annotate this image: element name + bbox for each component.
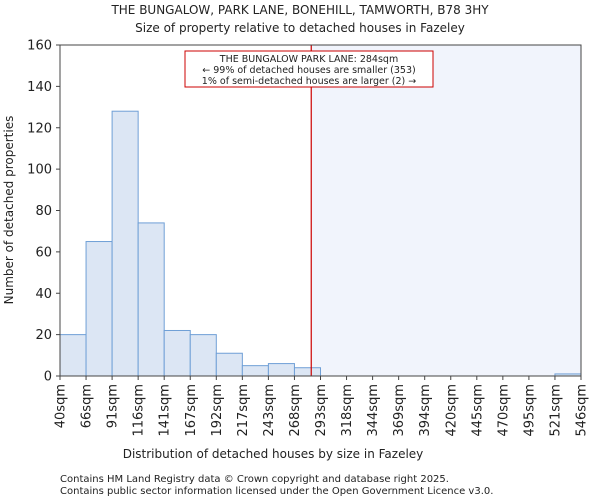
x-axis-label: Distribution of detached houses by size … [123,447,424,461]
x-tick-label-394sqm: 394sqm [418,384,433,437]
bar-243sqm [267,363,295,377]
x-tick-label-521sqm: 521sqm [548,384,563,437]
bar-91sqm [111,110,139,377]
y-tick-label-20: 20 [35,328,52,343]
x-tick-label-420sqm: 420sqm [444,384,459,437]
x-tick-label-293sqm: 293sqm [314,384,329,437]
x-tick-label-91sqm: 91sqm [106,384,121,428]
footer-line-1: Contains HM Land Registry data © Crown c… [60,474,449,485]
annotation-line-1: THE BUNGALOW PARK LANE: 284sqm [219,54,398,65]
y-tick-labels: 0 20 40 60 80 100 120 140 160 [27,39,60,385]
x-tick-label-445sqm: 445sqm [470,384,485,437]
chart-subtitle: Size of property relative to detached ho… [135,21,465,35]
bar-217sqm [241,365,269,377]
x-tick-label-40sqm: 40sqm [54,384,69,428]
y-axis-label: Number of detached properties [2,116,16,305]
x-tick-label-167sqm: 167sqm [184,384,199,437]
footer-line-2: Contains public sector information licen… [60,486,493,497]
x-tick-label-243sqm: 243sqm [262,384,277,437]
y-tick-label-160: 160 [27,39,52,54]
annotation-box: THE BUNGALOW PARK LANE: 284sqm ← 99% of … [184,50,434,88]
bar-layer [59,110,582,377]
shade-layer [311,45,581,376]
bar-141sqm [163,329,191,377]
x-tick-label-546sqm: 546sqm [575,384,590,437]
x-tick-label-116sqm: 116sqm [132,384,147,437]
x-tick-label-66sqm: 66sqm [80,384,95,428]
x-tick-label-141sqm: 141sqm [158,384,173,437]
annotation-frame [184,50,434,88]
bar-66sqm [85,241,113,377]
x-tick-label-318sqm: 318sqm [340,384,355,437]
x-tick-label-268sqm: 268sqm [288,384,303,437]
x-tick-labels: 40sqm 66sqm 91sqm 116sqm 141sqm 167sqm 192sqm 2… [54,376,590,437]
x-tick-label-369sqm: 369sqm [392,384,407,437]
larger-region-shade [311,45,581,376]
x-tick-label-470sqm: 470sqm [496,384,511,437]
bar-167sqm [189,334,217,377]
annotation-line-3: 1% of semi-detached houses are larger (2… [202,76,416,87]
x-tick-label-495sqm: 495sqm [522,384,537,437]
x-tick-label-344sqm: 344sqm [366,384,381,437]
y-tick-label-80: 80 [35,204,52,219]
y-tick-label-140: 140 [27,80,52,95]
x-tick-label-192sqm: 192sqm [210,384,225,437]
chart-title: THE BUNGALOW, PARK LANE, BONEHILL, TAMWO… [110,3,489,17]
bar-40sqm [59,334,87,377]
y-tick-label-60: 60 [35,245,52,260]
annotation-line-2: ← 99% of detached houses are smaller (35… [202,65,415,76]
y-tick-label-40: 40 [35,287,52,302]
x-tick-label-217sqm: 217sqm [236,384,251,437]
y-tick-label-100: 100 [27,163,52,178]
y-tick-label-120: 120 [27,121,52,136]
y-tick-label-0: 0 [44,370,52,385]
bar-268sqm [293,367,322,377]
bar-116sqm [137,222,165,377]
bar-192sqm [215,352,243,377]
